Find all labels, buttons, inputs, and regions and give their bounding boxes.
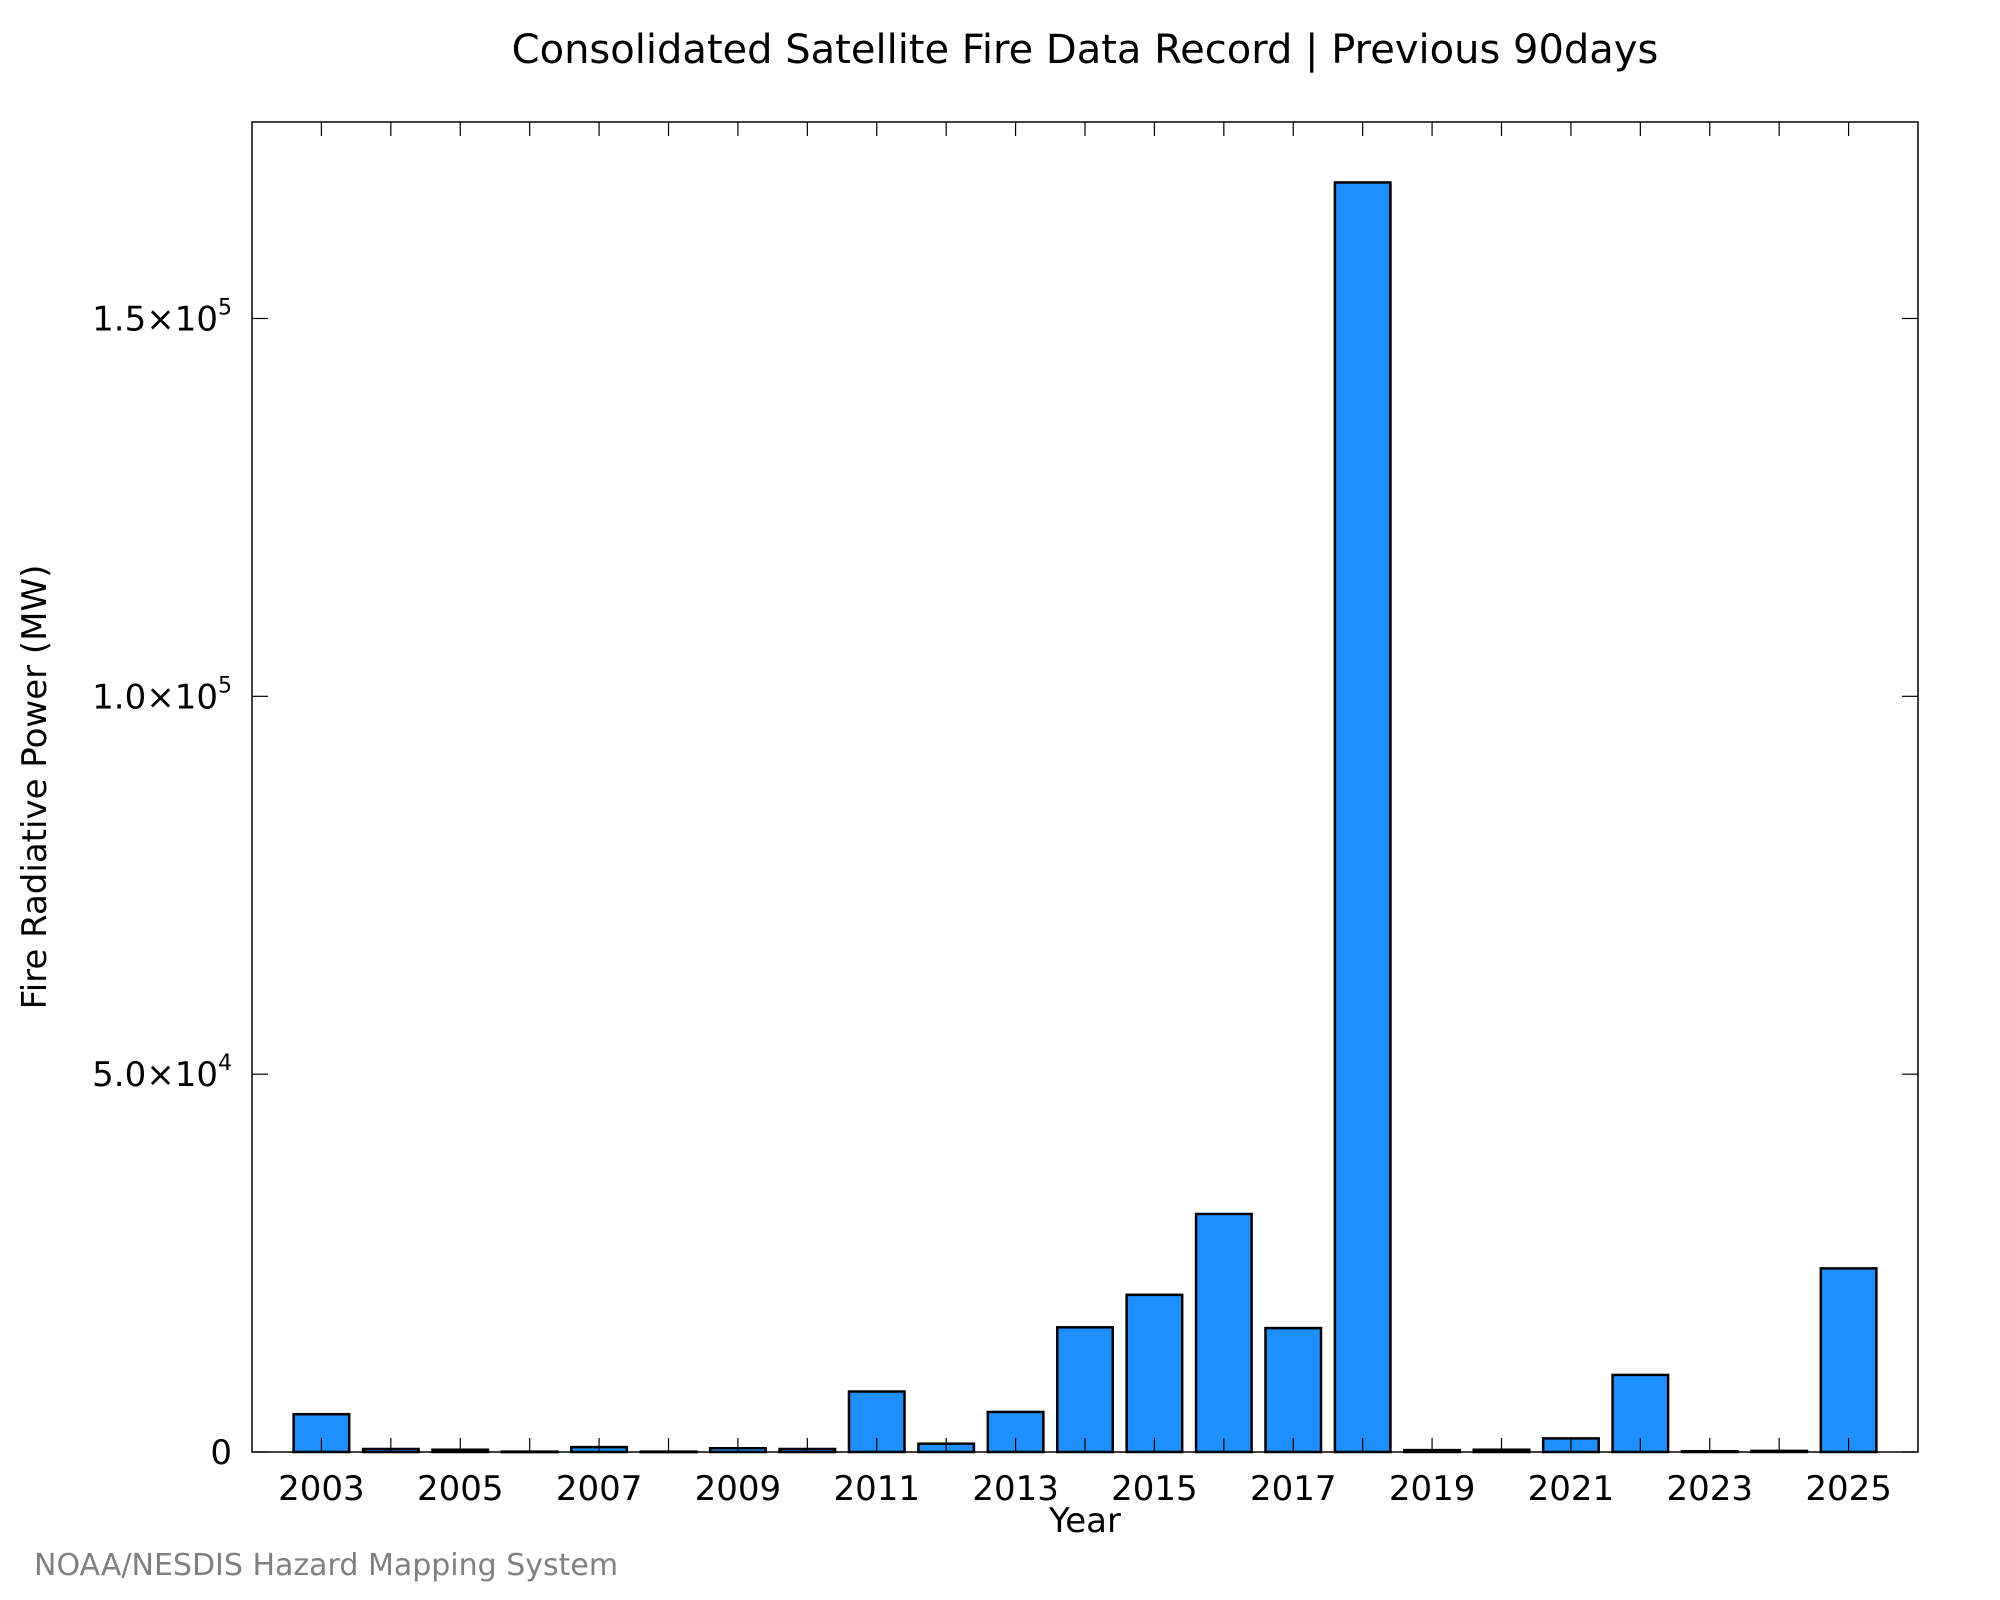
x-axis-label: Year <box>1048 1501 1121 1541</box>
x-tick-label-2023: 2023 <box>1666 1469 1753 1509</box>
x-tick-label-2011: 2011 <box>833 1469 920 1509</box>
chart-title: Consolidated Satellite Fire Data Record … <box>512 27 1659 73</box>
x-tick-label-2005: 2005 <box>417 1469 504 1509</box>
bar-2025 <box>1819 1267 1878 1454</box>
y-tick-label-50000: 5.0×104 <box>92 1051 232 1095</box>
x-tick-label-2017: 2017 <box>1250 1469 1337 1509</box>
y-axis-ticks: 0 5.0×104 1.0×105 1.5×105 <box>92 295 1918 1473</box>
bar-2018 <box>1333 181 1392 1454</box>
bar-2015 <box>1125 1293 1184 1454</box>
y-tick-label-100000: 1.0×105 <box>92 673 232 717</box>
plot-area-frame <box>251 121 1919 1453</box>
y-tick-label-150000: 1.5×105 <box>92 295 232 339</box>
bar-2017 <box>1264 1326 1323 1454</box>
y-axis-label: Fire Radiative Power (MW) <box>15 565 55 1010</box>
x-tick-label-2003: 2003 <box>278 1469 365 1509</box>
x-tick-label-2009: 2009 <box>695 1469 782 1509</box>
x-tick-label-2013: 2013 <box>972 1469 1059 1509</box>
x-axis-ticks: 2003 2005 2007 2009 2011 2013 2015 2017 2019 2021… <box>278 122 1892 1509</box>
x-tick-label-2025: 2025 <box>1805 1469 1892 1509</box>
source-credit: NOAA/NESDIS Hazard Mapping System <box>34 1548 618 1583</box>
x-tick-label-2019: 2019 <box>1389 1469 1476 1509</box>
x-tick-label-2015: 2015 <box>1111 1469 1198 1509</box>
bar-2014 <box>1055 1326 1115 1454</box>
x-tick-label-2021: 2021 <box>1528 1469 1615 1509</box>
bars-group <box>292 181 1878 1454</box>
x-tick-label-2007: 2007 <box>556 1469 643 1509</box>
y-tick-label-0: 0 <box>210 1433 232 1473</box>
bar-2016 <box>1194 1212 1253 1454</box>
